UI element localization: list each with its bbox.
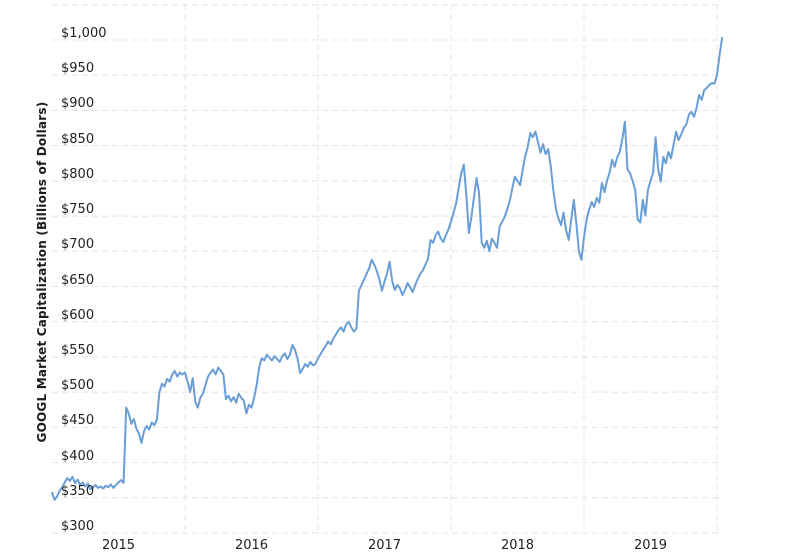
y-tick-label: $500	[61, 378, 95, 394]
y-tick-label: $750	[61, 202, 95, 218]
y-tick-label: $350	[61, 483, 95, 499]
y-axis-title: GOOGL Market Capitalization (Billions of…	[35, 101, 49, 443]
y-tick-label: $600	[61, 307, 95, 323]
y-tick-label: $550	[61, 342, 95, 358]
x-tick-label: 2017	[367, 538, 402, 553]
y-tick-label: $900	[61, 96, 95, 112]
y-tick-label: $400	[61, 448, 95, 464]
x-tick-label: 2018	[500, 538, 535, 553]
series-line-googl	[51, 36, 724, 501]
y-tick-label: $800	[61, 166, 95, 182]
x-tick-label: 2016	[234, 538, 269, 553]
y-tick-label: $650	[61, 272, 95, 288]
y-tick-label: $1,000	[61, 26, 107, 41]
y-tick-label: $300	[61, 519, 95, 534]
x-tick-label: 2019	[633, 538, 668, 553]
y-tick-label: $850	[61, 131, 95, 147]
gridlines	[52, 4, 723, 534]
y-tick-label: $450	[61, 413, 95, 429]
y-tick-label: $700	[61, 237, 95, 253]
y-tick-label: $950	[61, 61, 95, 77]
x-tick-label: 2015	[101, 538, 136, 553]
